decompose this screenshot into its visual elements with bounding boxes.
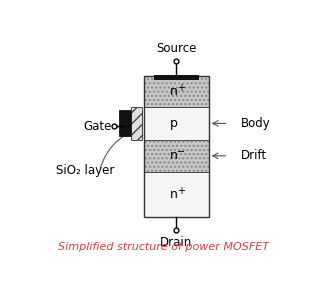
Bar [119, 110, 131, 136]
Text: Source: Source [156, 42, 196, 55]
Text: Gate: Gate [84, 120, 112, 133]
Text: p: p [170, 117, 178, 130]
Bar [144, 140, 209, 172]
Bar [144, 107, 209, 140]
Text: n: n [170, 85, 178, 98]
Text: Drift: Drift [241, 149, 267, 162]
Bar [144, 172, 209, 217]
Text: n: n [170, 149, 178, 162]
Text: +: + [177, 83, 185, 93]
Text: Simplified structure of power MOSFET: Simplified structure of power MOSFET [59, 242, 269, 252]
Bar [144, 140, 209, 172]
Text: n: n [170, 188, 178, 201]
Bar [144, 76, 209, 217]
Text: −: − [177, 147, 185, 157]
Bar [144, 76, 209, 107]
Bar [154, 76, 199, 80]
Text: Drain: Drain [160, 236, 193, 249]
Text: Body: Body [241, 117, 271, 130]
Text: +: + [177, 186, 185, 196]
Bar [131, 107, 142, 140]
Bar [144, 76, 209, 107]
Text: SiO₂ layer: SiO₂ layer [56, 164, 115, 177]
